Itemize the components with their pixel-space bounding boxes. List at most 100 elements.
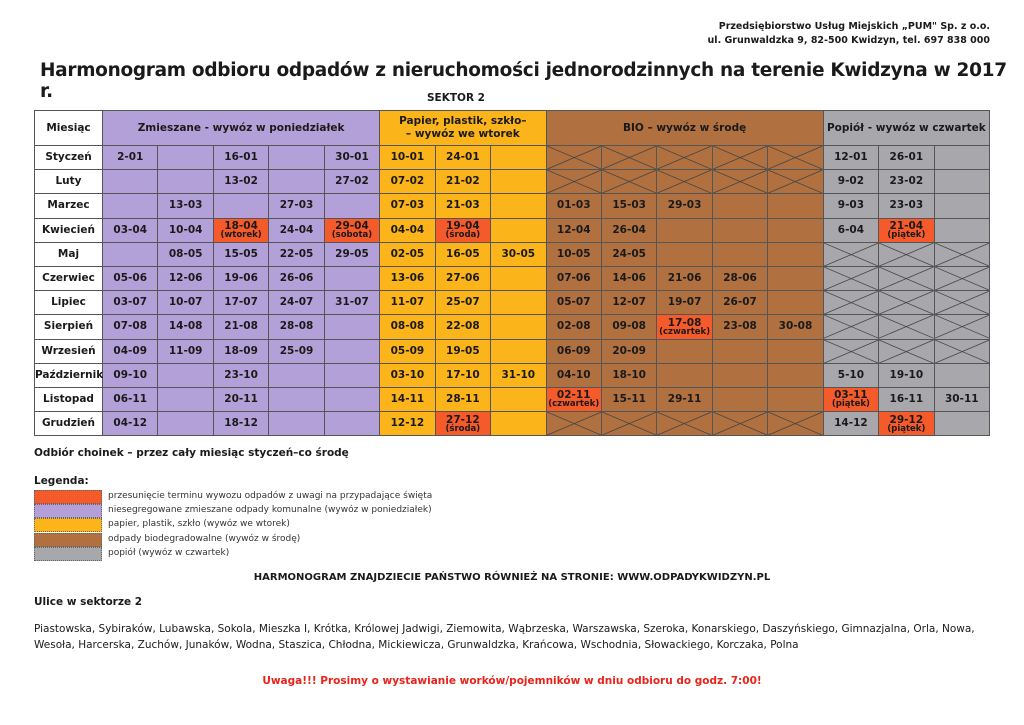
- zmieszane-cell: [101, 193, 159, 219]
- date: 19-04: [446, 220, 480, 233]
- papier-cell: [490, 314, 547, 340]
- papier-cell: 08-08: [379, 314, 436, 340]
- zmieszane-cell: [323, 386, 381, 413]
- schedule-table: Miesiąc Zmieszane - wywóz w poniedziałek…: [34, 110, 991, 437]
- papier-cell: [490, 265, 547, 292]
- table-row: Sierpień 07-08 14-08 21-08 28-08 08-08 22-08 02…: [34, 314, 991, 340]
- papier-cell: 10-01: [379, 144, 436, 171]
- bio-cell-unavailable: [600, 169, 658, 195]
- bio-cell: [767, 241, 824, 267]
- papier-cell: 19-05: [434, 338, 492, 364]
- zmieszane-cell: 11-09: [157, 338, 214, 364]
- zmieszane-cell: 18-09: [212, 338, 270, 364]
- bio-cell: 14-06: [600, 265, 658, 292]
- legend-label: odpady biodegradowalne (wywóz w środę): [108, 533, 301, 544]
- table-row: Wrzesień 04-09 11-09 18-09 25-09 05-09 19-05 06…: [34, 338, 991, 364]
- papier-cell: 21-03: [434, 193, 492, 219]
- zmieszane-cell: 18-12: [212, 411, 270, 437]
- popiol-cell: 16-11: [878, 386, 935, 413]
- zmieszane-cell: [323, 193, 381, 219]
- streets-heading: Ulice w sektorze 2: [34, 596, 143, 608]
- bio-cell-unavailable: [600, 411, 658, 437]
- cross-mark-icon: [713, 412, 767, 435]
- legend-label: popiół (wywóz w czwartek): [108, 547, 230, 558]
- popiol-cell: [933, 411, 991, 437]
- zmieszane-cell: 17-07: [212, 290, 270, 316]
- zmieszane-cell: 10-04: [157, 217, 214, 243]
- papier-cell: 07-03: [379, 193, 436, 219]
- papier-cell: [490, 169, 547, 195]
- bio-cell: 21-06: [656, 265, 713, 292]
- bio-cell: [711, 362, 769, 388]
- date: 29-04: [335, 220, 369, 233]
- weekday-note: (sobota): [331, 230, 373, 241]
- popiol-cell-unavailable: [822, 241, 880, 267]
- cross-mark-icon: [657, 412, 711, 435]
- bio-cell: 15-03: [600, 193, 658, 219]
- weekday-note: (czwartek): [659, 326, 711, 337]
- bio-cell: [767, 386, 824, 413]
- popiol-cell: 23-03: [878, 193, 935, 219]
- popiol-cell: 26-01: [878, 144, 935, 171]
- zmieszane-cell: 16-01: [212, 144, 270, 171]
- zmieszane-cell: [268, 169, 325, 195]
- papier-cell: [490, 411, 547, 437]
- zmieszane-cell: [157, 386, 214, 413]
- zmieszane-cell: [268, 386, 325, 413]
- date: 17-08: [667, 316, 702, 329]
- bio-cell: 02-08: [545, 314, 602, 340]
- papier-cell: 03-10: [379, 362, 436, 388]
- popiol-cell-unavailable: [933, 290, 991, 316]
- bio-cell: 09-08: [600, 314, 658, 340]
- legend-label: niesegregowane zmieszane odpady komunaln…: [108, 505, 432, 516]
- bio-cell: [767, 193, 824, 219]
- table-row: Luty 13-02 27-02 07-02 21-02 9-02 23-02: [34, 169, 991, 195]
- zmieszane-cell: 15-05: [212, 241, 270, 267]
- cross-mark-icon: [935, 243, 989, 266]
- month-cell: Lipiec: [34, 290, 103, 316]
- bio-cell: [767, 290, 824, 316]
- bio-cell: 24-05: [600, 241, 658, 267]
- bio-cell: [711, 193, 769, 219]
- cross-mark-icon: [879, 243, 933, 266]
- popiol-cell: 12-01: [822, 144, 880, 171]
- weekday-note: (środa): [445, 423, 481, 434]
- popiol-cell-unavailable: [822, 314, 880, 340]
- popiol-cell: 9-03: [822, 193, 880, 219]
- table-row: Styczeń 2-01 16-01 30-01 10-01 24-01 12-01 26-0…: [34, 144, 991, 171]
- papier-cell: 25-07: [434, 290, 492, 316]
- cross-mark-icon: [768, 412, 822, 435]
- month-cell: Maj: [34, 241, 103, 267]
- cross-mark-icon: [824, 340, 878, 363]
- papier-cell: [490, 386, 547, 413]
- cross-mark-icon: [824, 243, 878, 266]
- bio-cell: 15-11: [600, 386, 658, 413]
- month-cell: Kwiecień: [34, 217, 103, 243]
- papier-cell: 28-11: [434, 386, 492, 413]
- zmieszane-cell: [157, 144, 214, 171]
- papier-cell: [490, 217, 547, 243]
- bio-cell-moved-date: 02-11 (czwartek): [545, 386, 602, 413]
- weekday-note: (wtorek): [220, 230, 262, 241]
- bio-cell-unavailable: [545, 169, 602, 195]
- bio-cell: [767, 217, 824, 243]
- zmieszane-cell: 24-07: [268, 290, 325, 316]
- company-info: Przedsiębiorstwo Usług Miejskich „PUM" S…: [708, 20, 990, 48]
- bio-cell-unavailable: [767, 411, 824, 437]
- zmieszane-cell: [323, 265, 381, 292]
- bio-cell-unavailable: [767, 169, 824, 195]
- popiol-cell-unavailable: [933, 265, 991, 292]
- zmieszane-cell: [323, 411, 381, 437]
- page-title: Harmonogram odbioru odpadów z nieruchomo…: [40, 60, 1007, 102]
- website-note: HARMONOGRAM ZNAJDZIECIE PAŃSTWO RÓWNIEŻ …: [253, 572, 771, 583]
- table-row: Czerwiec 05-06 12-06 19-06 26-06 13-06 27-06 07…: [34, 265, 991, 292]
- bio-cell: 06-09: [545, 338, 602, 364]
- cross-mark-icon: [713, 170, 767, 193]
- bio-cell: 30-08: [767, 314, 824, 340]
- table-row: Lipiec 03-07 10-07 17-07 24-07 31-07 11-07 25-0…: [34, 290, 991, 316]
- zmieszane-cell: 24-04: [268, 217, 325, 243]
- table-row: Maj 08-05 15-05 22-05 29-05 02-05 16-05 30-05 10…: [34, 241, 991, 267]
- zmieszane-cell: 28-08: [268, 314, 325, 340]
- christmas-tree-note: Odbiór choinek – przez cały miesiąc styc…: [34, 447, 349, 459]
- cross-mark-icon: [602, 170, 656, 193]
